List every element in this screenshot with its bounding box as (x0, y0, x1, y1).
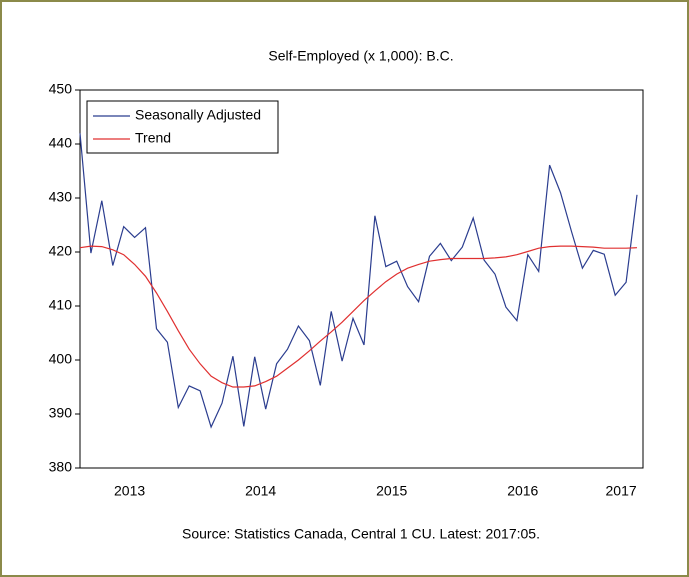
x-tick-label: 2014 (245, 483, 276, 499)
chart-title: Self-Employed (x 1,000): B.C. (268, 48, 453, 64)
legend-label: Seasonally Adjusted (135, 107, 261, 123)
legend-label: Trend (135, 130, 171, 146)
y-tick-label: 380 (49, 459, 73, 475)
y-tick-label: 450 (49, 81, 73, 97)
x-tick-label: 2015 (376, 483, 407, 499)
legend-box (86, 100, 279, 154)
y-tick-label: 440 (49, 135, 73, 151)
x-tick-label: 2017 (606, 483, 637, 499)
y-tick-label: 420 (49, 243, 73, 259)
series-line (79, 245, 638, 388)
legend: Seasonally Adjusted Trend (86, 100, 279, 154)
plot-area (79, 89, 644, 469)
source-note: Source: Statistics Canada, Central 1 CU.… (182, 526, 540, 542)
y-tick-label: 410 (49, 297, 73, 313)
x-tick-label: 2013 (114, 483, 145, 499)
y-tick-label: 400 (49, 351, 73, 367)
y-tick-label: 430 (49, 189, 73, 205)
x-tick-label: 2016 (507, 483, 538, 499)
series-line (79, 133, 638, 429)
y-tick-label: 390 (49, 405, 73, 421)
